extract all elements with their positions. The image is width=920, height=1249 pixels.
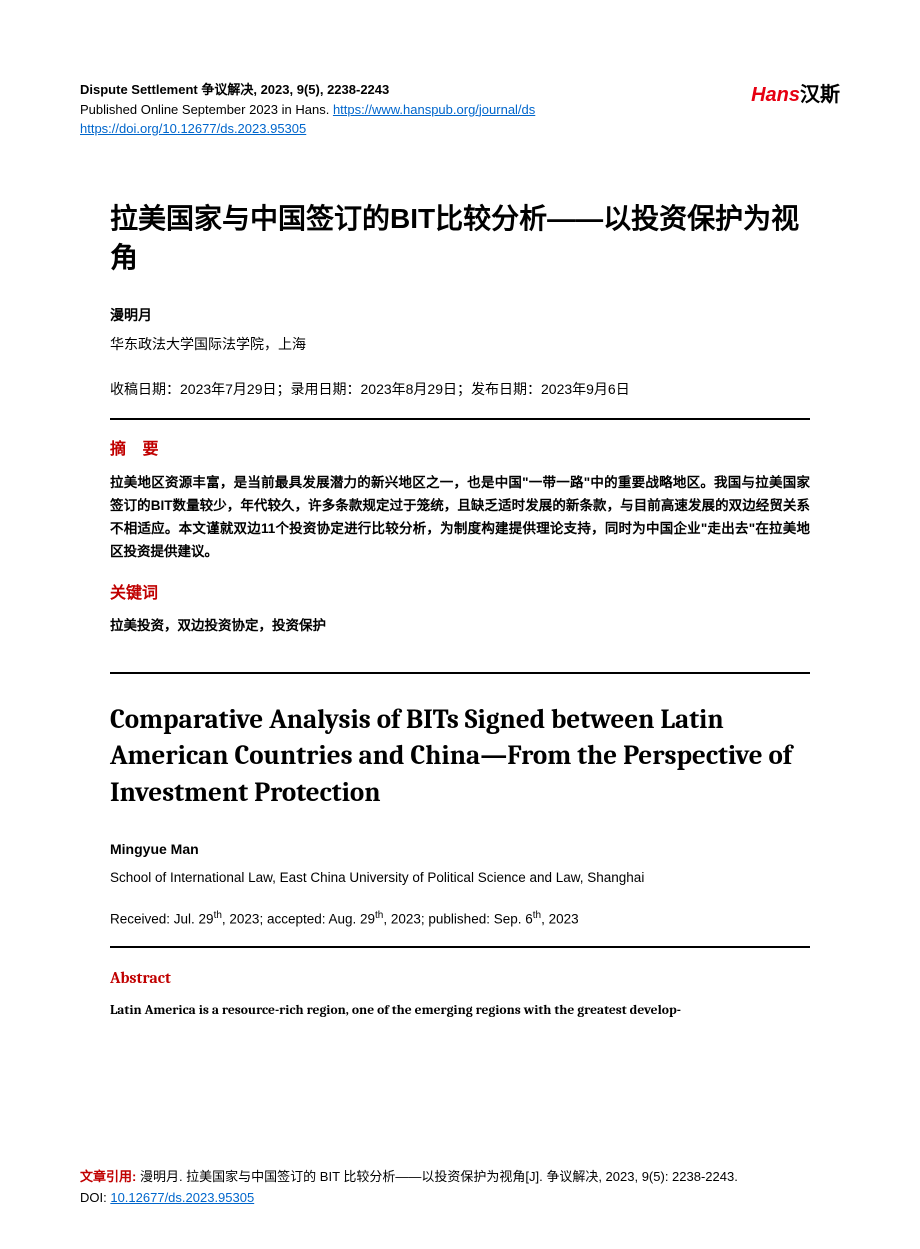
affiliation-en: School of International Law, East China … (110, 868, 810, 888)
divider-thick-2 (110, 672, 810, 674)
author-cn: 漫明月 (110, 305, 810, 326)
doi-label: DOI: (80, 1190, 110, 1205)
published-suffix: , 2023 (541, 912, 579, 927)
abstract-en: Latin America is a resource-rich region,… (110, 1000, 810, 1022)
abstract-heading-en: Abstract (110, 966, 810, 990)
footer-citation: 文章引用: 漫明月. 拉美国家与中国签订的 BIT 比较分析——以投资保护为视角… (80, 1167, 840, 1209)
abstract-heading-cn: 摘 要 (110, 438, 810, 462)
article-title-cn: 拉美国家与中国签订的BIT比较分析——以投资保护为视角 (110, 199, 810, 277)
citation-label: 文章引用: (80, 1169, 140, 1184)
article-title-en: Comparative Analysis of BITs Signed betw… (110, 702, 810, 811)
dates-en: Received: Jul. 29th, 2023; accepted: Aug… (110, 908, 810, 930)
publisher-logo: Hans汉斯 (751, 80, 840, 110)
logo-brand-cn: 汉斯 (800, 84, 840, 106)
published-prefix: Published Online September 2023 in Hans. (80, 102, 333, 117)
received-prefix: Received: Jul. 29 (110, 912, 214, 927)
abstract-cn: 拉美地区资源丰富，是当前最具发展潜力的新兴地区之一，也是中国"一带一路"中的重要… (110, 472, 810, 564)
logo-brand-en: Hans (751, 84, 800, 106)
doi-link[interactable]: https://doi.org/10.12677/ds.2023.95305 (80, 121, 306, 136)
doi-line: https://doi.org/10.12677/ds.2023.95305 (80, 119, 751, 139)
header-metadata: Dispute Settlement 争议解决, 2023, 9(5), 223… (80, 80, 751, 139)
divider-thick-3 (110, 946, 810, 948)
journal-url-link[interactable]: https://www.hanspub.org/journal/ds (333, 102, 535, 117)
page-header: Dispute Settlement 争议解决, 2023, 9(5), 223… (80, 80, 840, 139)
keywords-heading-cn: 关键词 (110, 582, 810, 606)
received-suffix: , 2023; accepted: Aug. 29 (222, 912, 375, 927)
received-th: th (214, 910, 222, 921)
published-th: th (533, 910, 541, 921)
article-content: 拉美国家与中国签订的BIT比较分析——以投资保护为视角 漫明月 华东政法大学国际… (80, 199, 840, 1022)
accepted-suffix: , 2023; published: Sep. 6 (383, 912, 532, 927)
dates-cn: 收稿日期：2023年7月29日；录用日期：2023年8月29日；发布日期：202… (110, 379, 810, 400)
published-line: Published Online September 2023 in Hans.… (80, 100, 751, 120)
journal-citation: Dispute Settlement 争议解决, 2023, 9(5), 223… (80, 80, 751, 100)
affiliation-cn: 华东政法大学国际法学院，上海 (110, 334, 810, 355)
keywords-cn: 拉美投资，双边投资协定，投资保护 (110, 616, 810, 636)
footer-doi-link[interactable]: 10.12677/ds.2023.95305 (110, 1190, 254, 1205)
author-en: Mingyue Man (110, 839, 810, 860)
citation-text: 漫明月. 拉美国家与中国签订的 BIT 比较分析——以投资保护为视角[J]. 争… (140, 1169, 738, 1184)
divider-thick (110, 418, 810, 420)
